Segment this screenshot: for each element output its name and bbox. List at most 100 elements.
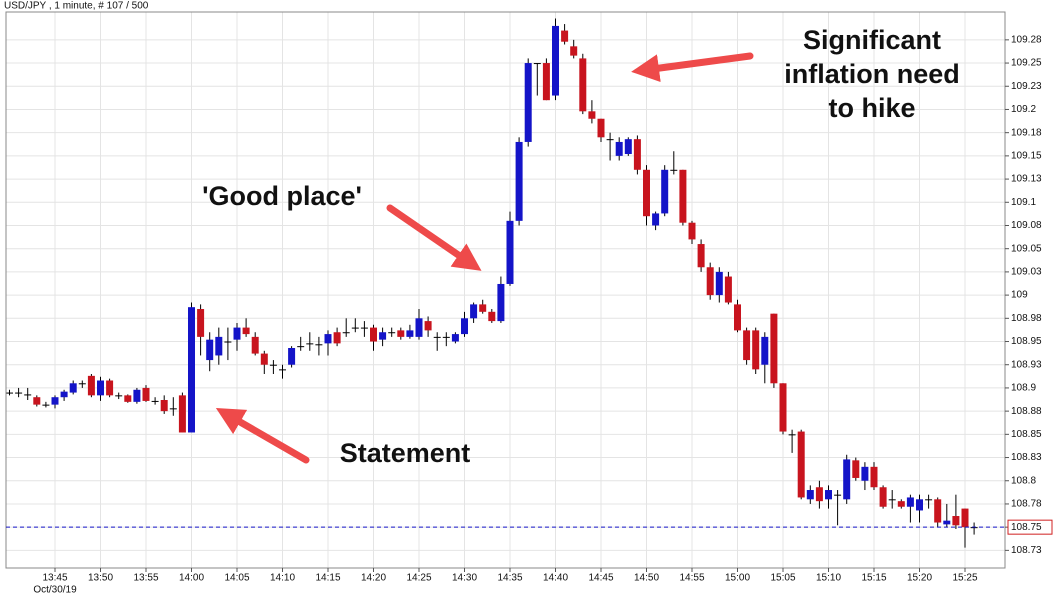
x-tick-label: 14:30	[452, 573, 477, 584]
candle-body	[197, 309, 205, 337]
candle-body	[315, 344, 323, 346]
candle-body	[734, 304, 741, 331]
candle-body	[661, 169, 669, 214]
candle-body	[397, 330, 405, 337]
candle-body	[160, 399, 168, 412]
candle-body	[15, 392, 23, 394]
annotation: Significant	[803, 25, 941, 55]
y-tick-label: 109.18	[1011, 127, 1042, 138]
y-tick-label: 109.2	[1011, 104, 1036, 115]
y-tick-label: 108.93	[1011, 359, 1042, 370]
candle-body	[106, 380, 114, 396]
candle-body	[906, 497, 914, 507]
candle-body	[215, 336, 223, 356]
candle-body	[943, 520, 951, 525]
candle-body	[97, 380, 104, 396]
candles	[6, 18, 978, 548]
candle-body	[279, 369, 286, 371]
candle-body	[679, 169, 687, 223]
y-tick-label: 108.95	[1011, 336, 1042, 347]
x-tick-label: 14:35	[497, 573, 522, 584]
candle-body	[424, 321, 432, 331]
candle-body	[825, 490, 832, 500]
candle-body	[879, 487, 887, 507]
candle-body	[706, 267, 714, 296]
candle-body	[461, 318, 468, 335]
y-tick-label: 109.03	[1011, 267, 1042, 278]
candle-body	[415, 318, 423, 337]
candle-body	[897, 501, 905, 507]
candle-body	[488, 311, 496, 322]
candle-body	[251, 336, 259, 354]
candle-body	[615, 141, 623, 156]
candle-body	[561, 30, 569, 42]
annotation: inflation need	[784, 59, 960, 89]
candle-body	[597, 118, 605, 138]
candle-body	[51, 397, 59, 405]
candle-body	[815, 487, 823, 502]
candle-body	[925, 499, 933, 501]
candle-body	[297, 346, 305, 348]
candle-body	[178, 395, 186, 433]
candle-body	[524, 63, 532, 142]
y-tick-label: 108.9	[1011, 383, 1036, 394]
candle-body	[406, 330, 414, 337]
candle-body	[743, 330, 751, 361]
y-tick-label: 108.8	[1011, 475, 1036, 486]
candle-body	[133, 389, 141, 402]
candle-body	[370, 327, 377, 342]
annotation: 'Good place'	[202, 181, 362, 211]
candle-body	[652, 213, 660, 226]
candle-body	[451, 334, 459, 342]
candle-body	[552, 25, 559, 96]
candle-body	[515, 141, 523, 221]
candle-body	[342, 332, 350, 334]
candle-body	[788, 434, 796, 436]
candle-body	[24, 394, 32, 396]
arrow	[631, 52, 754, 83]
y-tick-label: 109.23	[1011, 81, 1042, 92]
x-tick-label: 14:10	[270, 573, 295, 584]
candle-body	[852, 460, 860, 478]
candle-body	[360, 327, 368, 329]
candle-body	[797, 431, 805, 498]
candle-body	[33, 397, 41, 405]
candle-body	[388, 332, 396, 334]
y-tick-label: 108.85	[1011, 429, 1042, 440]
candle-body	[6, 392, 13, 394]
candle-body	[224, 341, 232, 343]
candle-body	[834, 494, 842, 496]
x-tick-label: 14:25	[406, 573, 431, 584]
annotation: Statement	[340, 438, 471, 468]
candle-body	[697, 244, 705, 268]
y-tick-label: 109.1	[1011, 197, 1036, 208]
x-tick-label: 14:05	[224, 573, 249, 584]
x-tick-label: 14:40	[543, 573, 568, 584]
candle-body	[752, 330, 760, 370]
candle-body	[633, 139, 641, 170]
x-tick-label: 14:00	[179, 573, 204, 584]
candle-body	[87, 375, 95, 396]
x-tick-label: 13:55	[133, 573, 158, 584]
candle-body	[324, 334, 332, 344]
candle-body	[861, 466, 869, 481]
candle-body	[288, 348, 296, 365]
candle-body	[442, 336, 450, 338]
candle-body	[169, 408, 177, 410]
candle-body	[624, 139, 632, 155]
candle-body	[724, 276, 732, 303]
candle-body	[533, 63, 541, 65]
candle-body	[42, 404, 50, 406]
y-tick-label: 109.08	[1011, 220, 1042, 231]
candle-body	[579, 58, 587, 112]
candle-body	[333, 332, 341, 344]
y-tick-label: 109.05	[1011, 243, 1042, 254]
chart-title: USD/JPY , 1 minute, # 107 / 500	[4, 1, 149, 12]
y-tick-label: 109	[1011, 290, 1028, 301]
candle-body	[479, 304, 487, 312]
candle-body	[69, 383, 77, 393]
candle-body	[379, 332, 387, 340]
candle-body	[306, 343, 314, 345]
x-tick-label: 13:45	[42, 573, 67, 584]
candle-body	[242, 327, 250, 335]
